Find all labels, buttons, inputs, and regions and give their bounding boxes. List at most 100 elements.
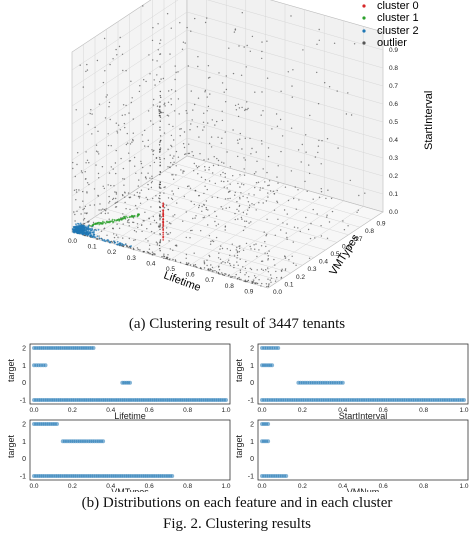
outlier-point: [204, 166, 206, 168]
outlier-point: [207, 105, 210, 108]
outlier-point: [83, 207, 86, 210]
x-tick-label: 0.6: [145, 483, 154, 490]
outlier-point: [238, 205, 240, 207]
cluster-2-point: [88, 228, 90, 231]
outlier-point: [214, 124, 216, 126]
x-tick-label: 0.3: [127, 255, 136, 262]
outlier-point: [237, 103, 240, 106]
outlier-point: [185, 263, 187, 266]
outlier-point: [127, 192, 130, 194]
outlier-point: [133, 156, 136, 159]
outlier-point: [114, 202, 116, 204]
outlier-point: [108, 202, 110, 204]
outlier-point: [306, 190, 308, 192]
x-tick-label: 0.6: [379, 483, 388, 490]
outlier-point: [255, 182, 258, 184]
outlier-point: [188, 143, 190, 145]
y-tick-label: 0.8: [365, 228, 374, 235]
outlier-point: [116, 132, 119, 134]
cluster-2-point: [75, 229, 78, 232]
cluster-2-point: [113, 240, 115, 243]
outlier-point: [138, 90, 141, 93]
outlier-point: [88, 220, 90, 222]
panel-startinterval: -1 0 1 2 0.0 0.2 0.4 0.6 0.8 1.0 target StartInterv…: [234, 343, 469, 421]
outlier-point: [158, 112, 161, 115]
outlier-point: [152, 153, 154, 156]
outlier-point: [364, 192, 366, 194]
outlier-point: [324, 82, 326, 84]
outlier-point: [267, 184, 269, 187]
outlier-point: [151, 177, 153, 180]
outlier-point: [86, 212, 88, 214]
outlier-point: [104, 212, 107, 215]
outlier-point: [86, 69, 89, 71]
outlier-point: [177, 156, 180, 158]
x-tick-label: 1.0: [221, 483, 230, 490]
outlier-point: [82, 86, 85, 88]
cluster-1-point: [123, 216, 125, 218]
x-tick-label: 0.4: [106, 407, 115, 414]
outlier-point: [205, 206, 207, 209]
outlier-point: [159, 120, 161, 122]
x-tick-label: 0.2: [298, 407, 307, 414]
outlier-point: [193, 162, 195, 165]
y-axis-label: target: [6, 358, 16, 382]
outlier-point: [208, 235, 211, 237]
outlier-point: [220, 262, 222, 264]
outlier-point: [159, 110, 161, 112]
outlier-point: [253, 275, 256, 277]
outlier-point: [273, 258, 275, 261]
outlier-point: [164, 105, 166, 107]
outlier-point: [160, 187, 162, 189]
outlier-point: [188, 152, 191, 155]
outlier-point: [158, 187, 161, 189]
outlier-point: [197, 173, 199, 175]
outlier-point: [238, 251, 240, 253]
outlier-point: [180, 128, 182, 130]
outlier-point: [260, 245, 263, 247]
outlier-point: [172, 174, 174, 176]
outlier-point: [207, 224, 209, 226]
outlier-point: [147, 240, 149, 242]
outlier-point: [265, 269, 267, 271]
outlier-point: [96, 59, 99, 62]
cluster-2-point: [73, 227, 75, 229]
outlier-point: [205, 208, 208, 211]
outlier-point: [250, 221, 252, 223]
cluster-1-point: [102, 220, 104, 223]
outlier-point: [217, 257, 220, 259]
outlier-point: [246, 197, 248, 199]
outlier-point: [126, 132, 128, 135]
outlier-point: [224, 229, 226, 231]
cluster-2-point: [87, 230, 90, 232]
outlier-point: [170, 98, 172, 100]
x-tick-label: 0.0: [29, 483, 38, 490]
outlier-point: [165, 231, 168, 234]
outlier-point: [150, 120, 152, 122]
outlier-point: [159, 192, 161, 194]
outlier-point: [159, 217, 161, 220]
outlier-point: [132, 118, 134, 120]
outlier-point: [208, 142, 211, 145]
outlier-point: [169, 154, 171, 156]
outlier-point: [223, 274, 225, 277]
outlier-point: [93, 204, 96, 206]
outlier-point: [168, 90, 170, 92]
outlier-point: [192, 217, 194, 220]
outlier-point: [128, 152, 130, 154]
outlier-point: [224, 226, 226, 228]
outlier-point: [277, 218, 279, 220]
outlier-point: [267, 155, 270, 158]
outlier-point: [193, 264, 195, 266]
outlier-point: [219, 258, 222, 260]
outlier-point: [100, 212, 102, 214]
x-tick-label: 0.6: [186, 272, 195, 279]
outlier-point: [239, 138, 241, 140]
cluster-1-point: [128, 216, 131, 219]
outlier-point: [170, 144, 172, 147]
outlier-point: [172, 193, 175, 195]
outlier-point: [209, 269, 211, 271]
x-tick-label: 1.0: [221, 407, 230, 414]
outlier-point: [159, 126, 161, 128]
y-tick-label: -1: [20, 474, 26, 481]
